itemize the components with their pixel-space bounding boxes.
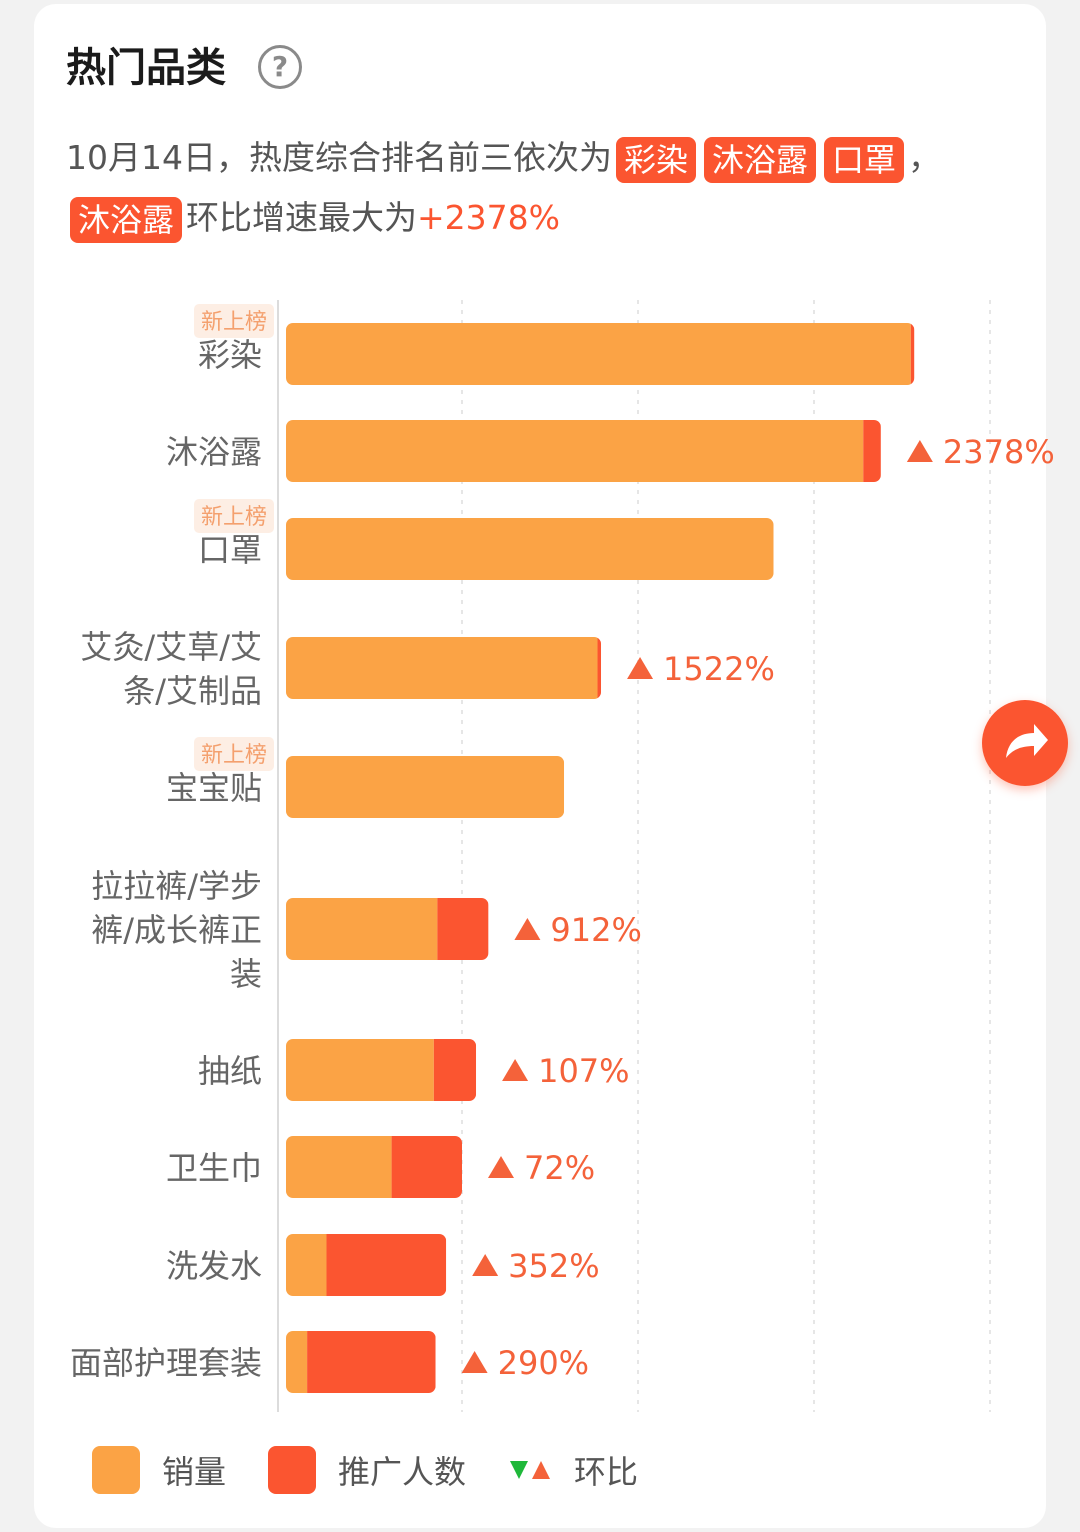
new-badge-label: 新上榜 (201, 505, 267, 530)
bar-sales (286, 898, 438, 960)
mom-change-label: 912% (550, 911, 641, 949)
category-label: 口罩 (198, 531, 262, 569)
mom-up-triangle-icon (502, 1059, 529, 1081)
mom-up-triangle-icon (472, 1254, 499, 1276)
category-label: 裤/成长裤正 (91, 911, 262, 949)
legend-label-sales: 销量 (162, 1453, 227, 1491)
bar-promoters (391, 1136, 462, 1198)
bar-promoters (433, 1039, 477, 1101)
bar-promoters (437, 898, 489, 960)
mom-up-triangle-icon (488, 1156, 514, 1178)
bar-promoters (307, 1331, 436, 1393)
summary-comma: ， (908, 138, 942, 177)
legend-swatch-sales (92, 1446, 140, 1494)
new-badge-label: 新上榜 (201, 743, 267, 768)
bar-sales (286, 1136, 392, 1198)
legend-item-sales: 销量 (92, 1446, 226, 1494)
up-down-triangle-icon (510, 1461, 551, 1479)
category-label: 装 (230, 955, 262, 993)
top-category-chip-3: 口罩 (824, 136, 905, 183)
legend-item-promoters: 推广人数 (268, 1446, 466, 1494)
mom-change-label: 72% (524, 1149, 595, 1187)
fastest-growth-text: 环比增速最大为 (186, 198, 418, 237)
bar-sales (286, 1331, 308, 1393)
bar-sales (286, 637, 598, 699)
summary-prefix: 10月14日，热度综合排名前三依次为 (66, 138, 612, 177)
question-circle-icon[interactable]: ? (258, 45, 302, 89)
bar-promoters (863, 420, 881, 482)
category-label: 洗发水 (166, 1247, 262, 1285)
summary-text: 10月14日，热度综合排名前三依次为 彩染 沐浴露 口罩， 沐浴露 环比增速最大为+23… (66, 128, 1006, 248)
new-badge-bg (194, 499, 274, 533)
chart-legend: 销量 推广人数 环比 (92, 1444, 680, 1496)
category-label: 彩染 (198, 336, 262, 374)
new-badge-bg (194, 304, 274, 338)
fastest-growth-value: +2378% (417, 198, 561, 237)
mom-change-label: 352% (508, 1247, 599, 1285)
mom-change-label: 290% (498, 1344, 589, 1382)
page-title: 热门品类 (66, 45, 226, 91)
legend-item-mom: 环比 (508, 1447, 638, 1493)
bar-sales (286, 420, 864, 482)
share-arrow-icon (1006, 724, 1048, 758)
bar-sales (286, 518, 774, 580)
legend-label-promoters: 推广人数 (338, 1453, 467, 1491)
mom-up-triangle-icon (461, 1351, 488, 1373)
mom-up-triangle-icon (906, 440, 933, 462)
mom-change-label: 107% (538, 1052, 629, 1090)
top-category-chip-2: 沐浴露 (704, 136, 817, 183)
bar-sales (286, 323, 911, 385)
category-label: 艾灸/艾草/艾 (80, 628, 262, 666)
share-button[interactable] (982, 700, 1068, 786)
category-label: 条/艾制品 (123, 672, 262, 710)
category-label: 抽纸 (198, 1052, 262, 1090)
category-label: 面部护理套装 (70, 1344, 262, 1382)
mom-change-label: 2378% (943, 433, 1055, 471)
mom-up-triangle-icon (627, 657, 654, 679)
legend-swatch-promoters (268, 1446, 317, 1494)
bar-promoters (597, 637, 602, 699)
category-label: 沐浴露 (166, 433, 262, 471)
top-category-chip-1: 彩染 (615, 136, 696, 183)
fastest-category-chip: 沐浴露 (70, 196, 183, 243)
legend-label-mom: 环比 (574, 1453, 639, 1491)
mom-change-label: 1522% (663, 650, 775, 688)
bar-sales (286, 756, 565, 818)
new-badge-bg (194, 737, 274, 771)
bar-promoters (910, 323, 915, 385)
mom-up-triangle-icon (514, 918, 541, 940)
bar-sales (286, 1039, 434, 1101)
category-label: 宝宝贴 (166, 769, 262, 807)
bar-promoters (326, 1234, 447, 1296)
bar-sales (286, 1234, 327, 1296)
new-badge-label: 新上榜 (201, 310, 267, 335)
category-label: 拉拉裤/学步 (91, 867, 262, 905)
category-label: 卫生巾 (166, 1149, 262, 1187)
